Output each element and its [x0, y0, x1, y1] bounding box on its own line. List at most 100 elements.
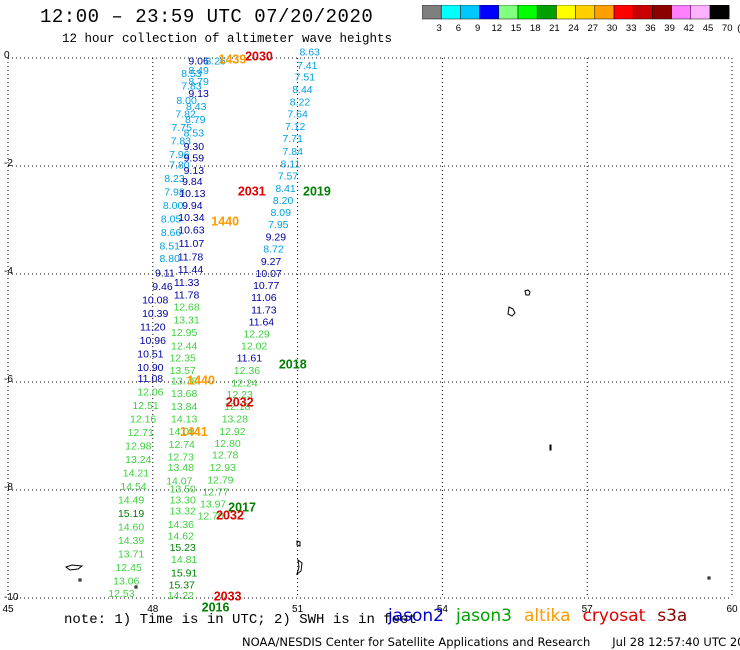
colorbar-swatch — [690, 5, 711, 20]
swh-value: 8.66 — [161, 227, 182, 239]
swh-value: 7.96 — [169, 149, 190, 161]
swh-value: 7.82 — [175, 108, 196, 120]
legend-jason2: jason2 — [388, 606, 444, 626]
swh-value: 13.57 — [170, 365, 196, 377]
lat-tick-label: -8 — [4, 482, 13, 493]
colorbar-label: 3 — [437, 23, 442, 33]
island-outline — [296, 558, 303, 576]
swh-value: 13.24 — [125, 454, 151, 466]
swh-value: 8.79 — [185, 114, 206, 126]
swh-value: 9.59 — [184, 153, 205, 165]
page-title: 12:00 – 23:59 UTC 07/20/2020 — [40, 6, 374, 28]
colorbar-swatch — [460, 5, 480, 20]
swh-value: 14.22 — [168, 590, 194, 602]
swh-value: 14.13 — [171, 414, 197, 426]
swh-value: 7.64 — [287, 108, 308, 120]
swh-value: 14.39 — [118, 535, 144, 547]
swh-value: 10.34 — [178, 212, 204, 224]
colorbar-swatch — [536, 5, 557, 20]
colorbar-label: 70 — [722, 23, 733, 33]
pass-time-label: 2019 — [303, 185, 331, 199]
swh-value: 12.29 — [243, 329, 269, 341]
credit-line: NOAA/NESDIS Center for Satellite Applica… — [242, 635, 740, 649]
swh-value: 13.32 — [170, 505, 196, 517]
lat-tick-label: 0 — [4, 50, 10, 61]
island-coastlines — [64, 289, 711, 589]
swh-value: 14.08 — [169, 426, 195, 438]
swh-value: 12.18 — [224, 401, 250, 413]
lat-tick-label: -2 — [4, 158, 13, 169]
swh-value: 13.30 — [170, 495, 196, 507]
colorbar-label: 33 — [626, 23, 637, 33]
pass-time-label: 1441 — [180, 425, 208, 439]
legend-altika: altika — [524, 606, 571, 626]
swh-value: 11.64 — [249, 316, 275, 328]
lon-tick-label: 45 — [2, 604, 14, 615]
swh-value: 8.44 — [292, 84, 313, 96]
swh-value: 15.19 — [118, 508, 144, 520]
swh-value: 10.96 — [140, 335, 166, 347]
island-outline — [64, 564, 84, 571]
island-outline — [549, 444, 552, 451]
pass-time-label: 1440 — [187, 374, 215, 388]
lat-tick-label: -6 — [4, 374, 13, 385]
swh-value: 13.06 — [113, 576, 139, 588]
swh-value: 12.80 — [214, 438, 240, 450]
swh-value: 14.21 — [123, 468, 149, 480]
swh-value: 14.07 — [166, 476, 192, 488]
lon-tick-label: 60 — [726, 604, 738, 615]
colorbar-label: 39 — [664, 23, 675, 33]
swh-value: 10.51 — [137, 349, 163, 361]
swh-value: 12.79 — [207, 475, 233, 487]
swh-value: 12.45 — [116, 562, 142, 574]
swh-value: 8.63 — [299, 46, 320, 58]
colorbar-swatch — [422, 5, 442, 20]
swh-value: 10.63 — [178, 225, 204, 237]
swh-value: 9.30 — [184, 141, 205, 153]
colorbar-swatch — [498, 5, 519, 20]
swh-value: 7.83 — [181, 80, 202, 92]
pass-time-label: 2032 — [226, 395, 254, 409]
swh-value: 7.75 — [172, 122, 193, 134]
swh-value: 8.20 — [273, 195, 294, 207]
lon-tick-label: 54 — [437, 604, 449, 615]
swh-value: 12.36 — [234, 365, 260, 377]
colorbar-label: 21 — [549, 23, 560, 33]
swh-value: 8.05 — [161, 214, 182, 226]
swh-value: 7.71 — [283, 133, 304, 145]
colorbar-swatch — [479, 5, 500, 20]
satellite-legend: jason2 jason3 altika cryosat s3a — [388, 606, 699, 626]
colorbar-swatch — [671, 5, 692, 20]
swh-value: 8.51 — [159, 241, 180, 253]
swh-value: 8.11 — [281, 159, 301, 171]
swh-value: 9.13 — [188, 88, 209, 100]
swh-value: 12.77 — [202, 486, 228, 498]
swh-value: 14.49 — [118, 495, 144, 507]
swh-value: 7.95 — [268, 219, 289, 231]
swh-value: 10.08 — [142, 295, 168, 307]
colorbar-label: 18 — [530, 23, 541, 33]
page-subtitle: 12 hour collection of altimeter wave hei… — [62, 32, 393, 46]
colorbar-swatch — [613, 5, 634, 20]
swh-value: 13.28 — [222, 414, 248, 426]
colorbar-label: 36 — [645, 23, 656, 33]
colorbar-swatch — [440, 5, 461, 20]
pass-time-label: 2016 — [202, 601, 230, 615]
swh-value: 7.57 — [278, 171, 299, 183]
swh-value: 11.07 — [179, 238, 205, 250]
swh-value: 11.78 — [174, 289, 200, 301]
lat-tick-label: -4 — [4, 266, 13, 277]
swh-value: 7.83 — [171, 135, 192, 147]
longitude-ticks: 45 48 51 54 57 60 — [2, 604, 738, 615]
lon-tick-label: 57 — [582, 604, 594, 615]
swh-value: 12.02 — [241, 341, 267, 353]
swh-value: 12.70 — [198, 511, 224, 523]
pass-time-label: 1439 — [219, 52, 247, 66]
swh-value: 7.98 — [164, 187, 185, 199]
swh-value: 14.60 — [118, 522, 144, 534]
swh-value: 12.23 — [227, 389, 253, 401]
swh-value: 8.53 — [181, 68, 202, 80]
